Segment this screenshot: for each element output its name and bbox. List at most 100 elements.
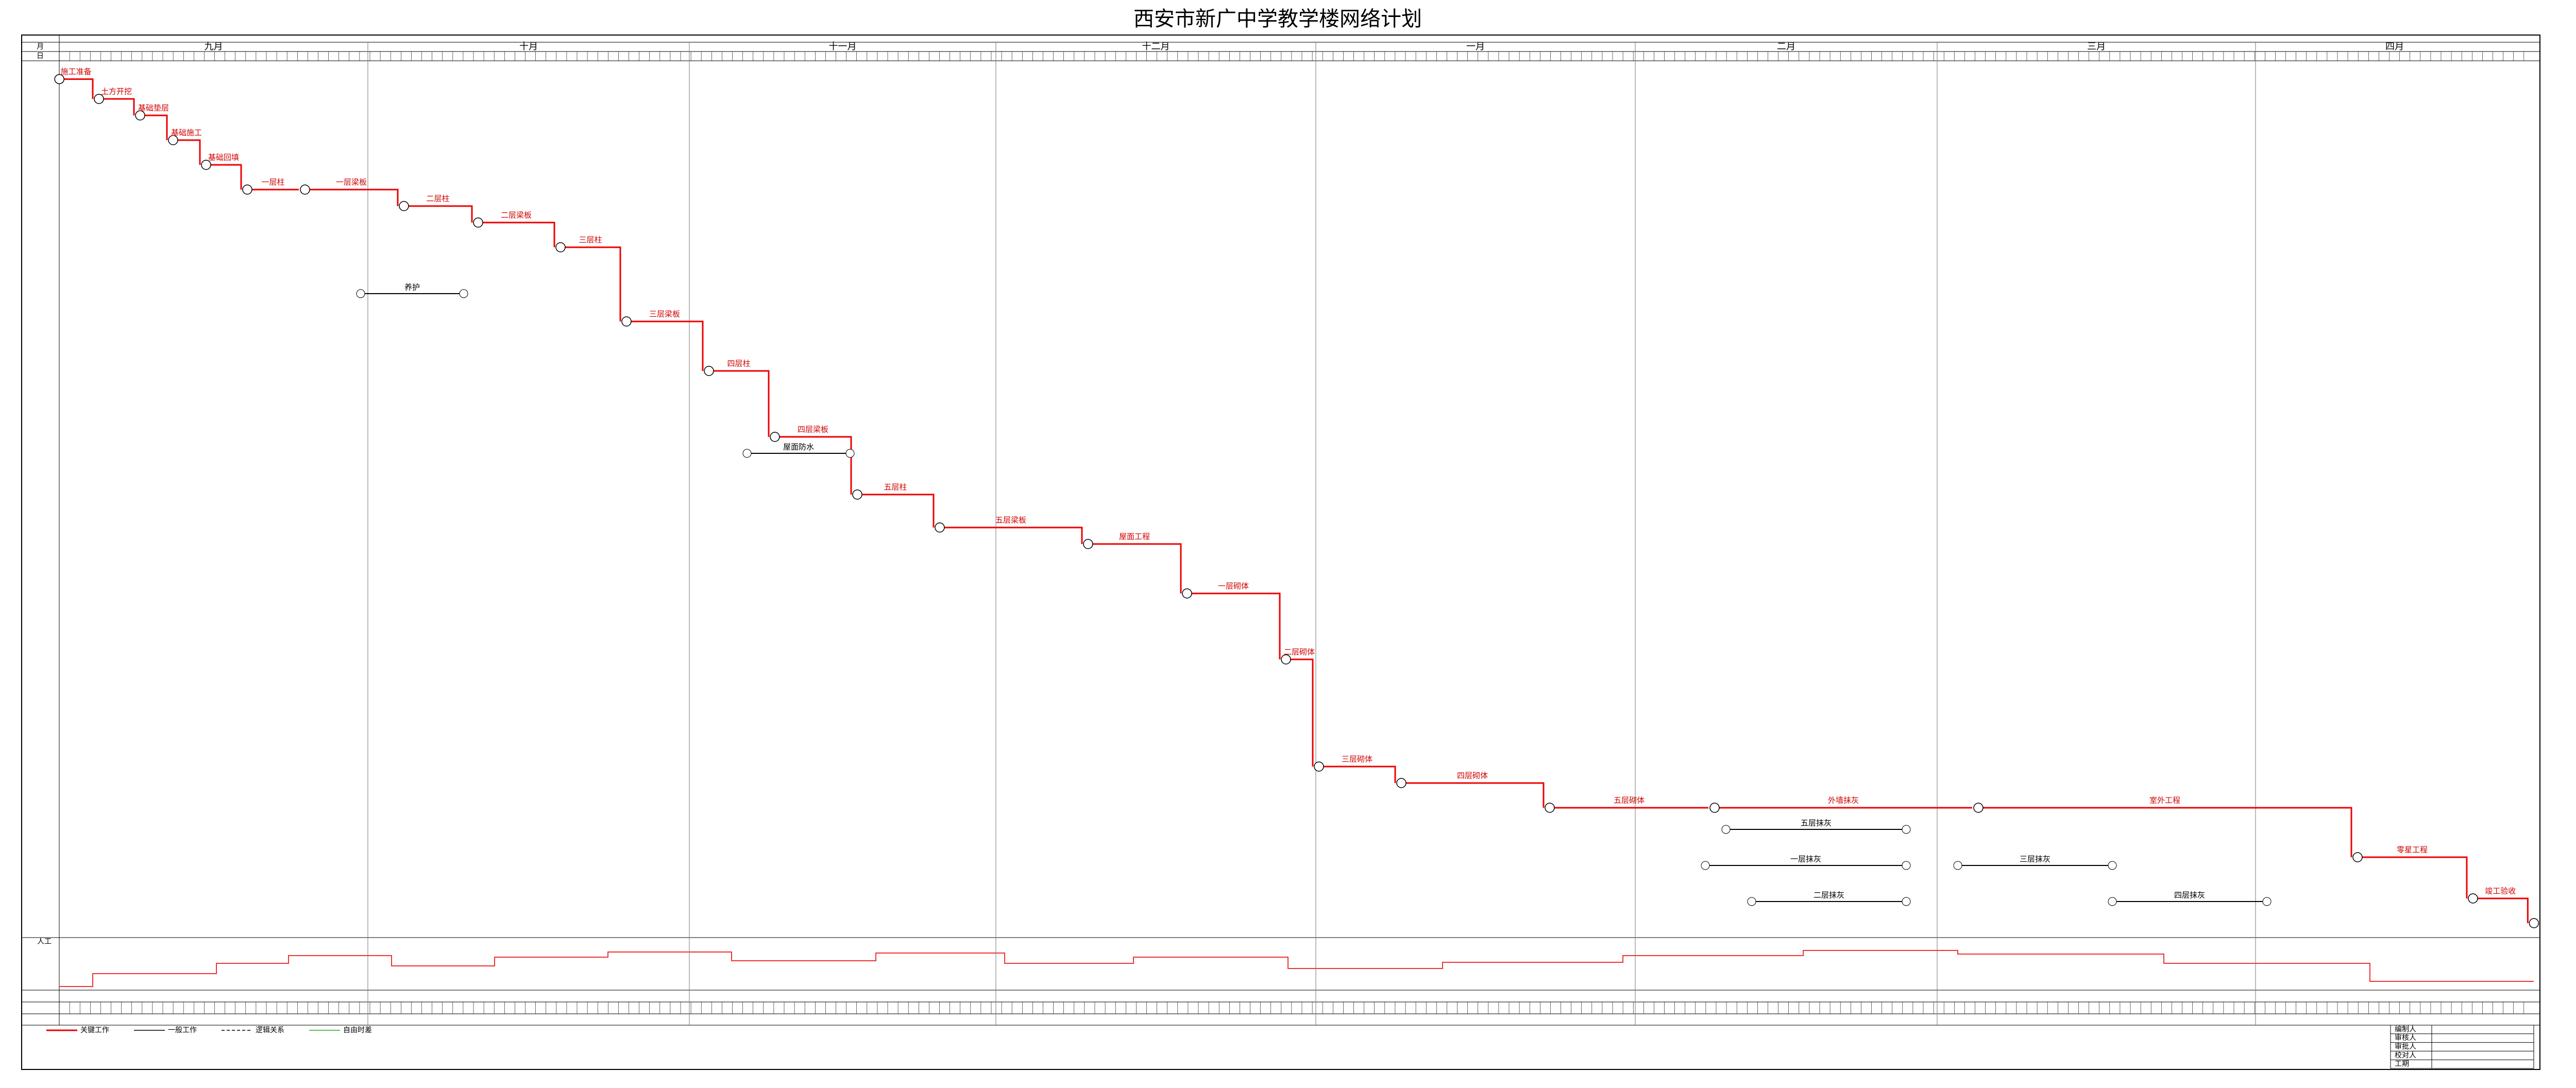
critical-arrow <box>1978 807 2352 857</box>
critical-arrow <box>561 246 621 321</box>
critical-arrow <box>2473 897 2529 923</box>
event-node <box>742 449 752 458</box>
event-node <box>2262 897 2272 906</box>
critical-arrow <box>940 526 1083 544</box>
activity-label: 基础垫层 <box>138 104 169 113</box>
day-row-label: 日 <box>37 52 44 60</box>
event-node <box>2352 852 2363 862</box>
side-activity-label: 养护 <box>404 283 420 292</box>
critical-arrow <box>775 436 852 495</box>
event-node <box>94 94 104 104</box>
legend-label: 一般工作 <box>168 1026 197 1034</box>
event-node <box>852 489 862 500</box>
title-block-label: 校对人 <box>2395 1051 2416 1060</box>
event-node <box>1709 803 1720 813</box>
month-label: 九月 <box>205 41 223 52</box>
activity-label: 竣工验收 <box>2485 887 2516 896</box>
critical-arrow <box>59 78 94 99</box>
legend-label: 逻辑关系 <box>256 1026 284 1034</box>
event-node <box>935 522 945 533</box>
critical-arrow <box>1319 766 1396 783</box>
critical-arrow <box>1088 543 1182 593</box>
critical-arrow <box>404 205 473 223</box>
month-label: 四月 <box>2385 41 2404 52</box>
event-node <box>704 366 714 376</box>
side-activity-label: 一层抹灰 <box>1790 855 1821 864</box>
critical-arrow <box>206 164 242 190</box>
critical-arrow <box>478 222 555 247</box>
activity-label: 一层梁板 <box>336 178 367 187</box>
event-node <box>1083 539 1093 549</box>
critical-arrow <box>173 139 201 165</box>
event-node <box>2108 861 2117 870</box>
activity-label: 五层梁板 <box>995 516 1026 525</box>
activity-label: 四层砌体 <box>1457 771 1488 780</box>
month-label: 二月 <box>1777 41 1795 52</box>
activity-label: 土方开挖 <box>101 87 132 96</box>
side-activity-label: 三层抹灰 <box>2020 855 2050 864</box>
event-node <box>1902 897 1911 906</box>
event-node <box>1902 825 1911 834</box>
event-node <box>1396 778 1406 788</box>
event-node <box>845 449 855 458</box>
activity-label: 四层梁板 <box>798 425 828 434</box>
month-label: 一月 <box>1466 41 1485 52</box>
event-node <box>1545 803 1555 813</box>
title-block-label: 工期 <box>2395 1060 2409 1068</box>
event-node <box>1721 825 1731 834</box>
side-activity-label: 屋面防水 <box>783 443 814 452</box>
critical-arrow <box>140 114 168 140</box>
event-node <box>135 110 145 121</box>
month-label: 十二月 <box>1142 41 1170 52</box>
activity-label: 三层梁板 <box>649 310 680 319</box>
month-label: 三月 <box>2087 41 2106 52</box>
legend-label: 关键工作 <box>80 1026 109 1034</box>
critical-arrow <box>2358 856 2468 898</box>
event-node <box>2529 918 2539 928</box>
side-activity-label: 二层抹灰 <box>1814 891 1844 900</box>
event-node <box>2108 897 2117 906</box>
side-activity-label: 四层抹灰 <box>2174 891 2205 900</box>
activity-label: 屋面工程 <box>1119 532 1150 541</box>
month-label: 十月 <box>519 41 538 52</box>
resource-label: 人工 <box>37 938 52 946</box>
activity-label: 二层柱 <box>426 194 449 203</box>
page-title: 西安市新广中学教学楼网络计划 <box>1133 7 1422 31</box>
event-node <box>2468 893 2478 904</box>
event-node <box>399 201 409 211</box>
resource-curve <box>59 950 2534 987</box>
activity-label: 室外工程 <box>2149 796 2180 805</box>
activity-label: 二层砌体 <box>1284 648 1315 657</box>
event-node <box>54 74 64 84</box>
activity-label: 五层砌体 <box>1614 796 1645 805</box>
critical-arrow <box>305 189 399 206</box>
month-label: 十一月 <box>829 41 857 52</box>
event-node <box>242 184 252 195</box>
event-node <box>356 289 365 298</box>
event-node <box>201 160 211 170</box>
activity-label: 基础回填 <box>208 153 239 162</box>
activity-label: 基础施工 <box>171 128 202 138</box>
event-node <box>770 432 780 442</box>
event-node <box>473 217 483 228</box>
critical-arrow <box>626 320 704 371</box>
activity-label: 一层砌体 <box>1218 582 1249 591</box>
critical-arrow <box>1286 658 1314 767</box>
event-node <box>1747 897 1756 906</box>
side-activity-label: 五层抹灰 <box>1801 819 1832 828</box>
title-block-label: 编制人 <box>2395 1025 2416 1033</box>
event-node <box>621 316 632 327</box>
title-block-label: 审核人 <box>2395 1034 2416 1042</box>
legend-label: 自由时差 <box>343 1026 372 1034</box>
activity-label: 五层柱 <box>884 483 907 492</box>
critical-arrow <box>1187 592 1281 659</box>
activity-label: 二层梁板 <box>501 211 532 220</box>
event-node <box>1314 761 1324 772</box>
event-node <box>1701 861 1710 870</box>
frame <box>21 35 2540 1070</box>
event-node <box>1953 861 1962 870</box>
critical-arrow <box>99 98 135 115</box>
event-node <box>1902 861 1911 870</box>
